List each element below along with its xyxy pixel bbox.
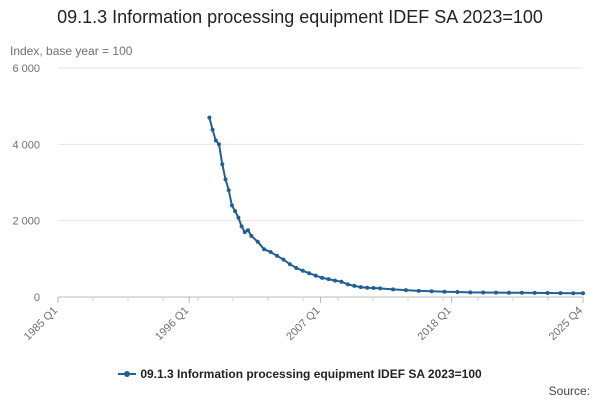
data-point [416, 288, 421, 293]
legend-line-marker-icon [118, 369, 137, 379]
data-point [229, 203, 234, 208]
y-axis-label: Index, base year = 100 [10, 44, 133, 58]
data-point [352, 283, 357, 288]
series-layer [207, 115, 585, 296]
data-point [300, 268, 305, 273]
data-point [403, 288, 408, 293]
data-point [429, 289, 434, 294]
y-tick-label: 4 000 [12, 139, 40, 151]
data-point [378, 286, 383, 291]
axes: 0 2 000 4 000 6 000 1985 Q1 1996 Q1 2007 Q1 201… [12, 63, 585, 343]
data-point [281, 257, 286, 262]
data-point [210, 127, 215, 132]
data-point [358, 285, 363, 290]
data-point [506, 290, 511, 295]
data-point [213, 138, 218, 143]
data-point [571, 291, 576, 296]
data-point [239, 224, 244, 229]
data-point [246, 228, 250, 233]
data-point [217, 142, 221, 147]
data-point [519, 290, 524, 295]
data-point [220, 162, 225, 167]
data-point [294, 266, 299, 270]
data-point [494, 290, 498, 295]
legend[interactable]: 09.1.3 Information processing equipment … [0, 366, 600, 381]
x-tick-label: 2007 Q1 [284, 305, 322, 343]
data-point [442, 289, 447, 294]
data-point [236, 215, 241, 220]
data-point [268, 250, 273, 254]
data-point [365, 285, 370, 290]
data-point [326, 277, 331, 282]
data-point [455, 290, 460, 294]
chart-title: 09.1.3 Information processing equipment … [57, 7, 543, 27]
data-point [391, 287, 395, 292]
data-point [255, 239, 260, 244]
data-point [333, 278, 337, 283]
data-point [581, 291, 585, 296]
x-tick-label: 2018 Q1 [416, 305, 454, 343]
data-point [313, 273, 318, 278]
data-point [307, 271, 312, 276]
data-point [558, 291, 563, 296]
data-point [262, 247, 267, 252]
x-tick-label: 1985 Q1 [22, 305, 60, 343]
gridlines [58, 67, 583, 298]
data-point [481, 290, 486, 295]
x-tick-label: 2025 Q4 [547, 305, 585, 343]
source-label: Source: [548, 384, 590, 398]
data-point [223, 177, 228, 182]
data-point [532, 290, 537, 295]
data-point [371, 286, 376, 290]
data-point [242, 230, 247, 235]
legend-label: 09.1.3 Information processing equipment … [140, 366, 482, 381]
y-tick-label: 2 000 [12, 216, 40, 228]
data-point [233, 209, 238, 214]
data-point [287, 262, 292, 267]
data-point [339, 279, 344, 284]
data-point [275, 253, 279, 258]
data-point [345, 282, 350, 287]
data-point [545, 291, 550, 295]
data-point [207, 115, 212, 120]
y-tick-label: 6 000 [12, 63, 40, 75]
x-tick-label: 1996 Q1 [153, 305, 191, 343]
y-tick-label: 0 [34, 292, 40, 304]
data-point [320, 275, 325, 280]
data-point [249, 233, 254, 238]
data-point [468, 290, 473, 295]
data-point [226, 188, 231, 193]
